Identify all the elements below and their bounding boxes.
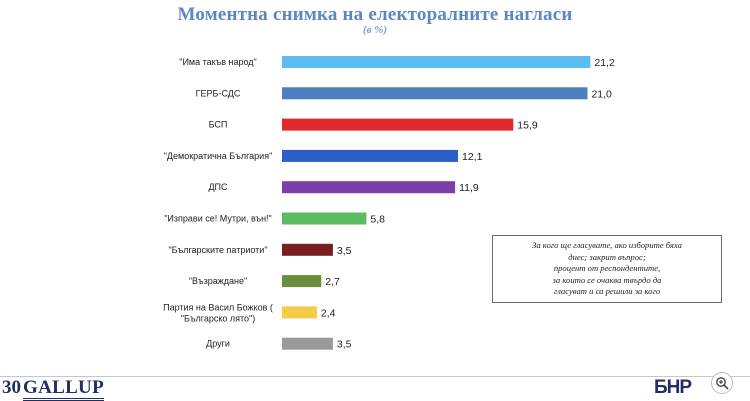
gallup-anniversary-number: 30 <box>2 377 21 398</box>
methodology-note: За кого ще гласувате, ако изборите бяха … <box>492 235 722 303</box>
bar <box>282 87 588 100</box>
bar <box>282 212 367 225</box>
note-line: за които се очаква твърдо да <box>552 274 662 285</box>
category-labels: "Има такъв народ" ГЕРБ-СДС БСП "Демократичн… <box>163 57 273 349</box>
bnr-logo: БНР <box>654 377 692 398</box>
bar <box>282 337 333 350</box>
category-label: Партия на Васил Божков ("Българско лято"… <box>163 302 273 323</box>
value-labels: 21,2 21,0 15,9 12,1 11,9 5,8 3,5 2,7 2,4 3,5 <box>321 57 615 351</box>
category-label: "Българските патриоти" <box>168 245 267 255</box>
value-label: 2,7 <box>325 276 340 288</box>
note-line: процент от респондентите, <box>553 263 661 273</box>
bars <box>282 56 591 350</box>
value-label: 3,5 <box>337 245 352 257</box>
value-label: 11,9 <box>459 182 479 194</box>
category-label: "Възраждане" <box>189 276 247 286</box>
zoom-in-icon <box>716 377 729 390</box>
category-label: БСП <box>209 120 228 130</box>
bar <box>282 56 591 68</box>
category-label: ДПС <box>208 182 228 192</box>
bar <box>282 275 322 288</box>
chart-title: Моментна снимка на електоралните нагласи <box>177 4 573 25</box>
chart-subtitle: (в %) <box>362 24 388 36</box>
gallup-wordmark: GALLUP <box>23 378 104 401</box>
bar-chart: "Има такъв народ" ГЕРБ-СДС БСП "Демократичн… <box>163 56 615 351</box>
bar <box>282 306 317 319</box>
bar <box>282 118 514 131</box>
value-label: 2,4 <box>321 307 336 319</box>
value-label: 3,5 <box>337 339 352 351</box>
value-label: 21,2 <box>594 57 615 69</box>
category-label: "Има такъв народ" <box>179 57 256 67</box>
note-line: гласуват и са решили за кого <box>553 286 661 296</box>
value-label: 12,1 <box>462 151 483 163</box>
value-label: 21,0 <box>591 88 612 100</box>
zoom-button[interactable] <box>711 372 733 394</box>
bar <box>282 243 333 256</box>
bar <box>282 181 456 194</box>
note-line: За кого ще гласувате, ако изборите бяха <box>532 240 682 250</box>
note-line: днес; закрит въпрос; <box>568 251 646 262</box>
value-label: 5,8 <box>370 214 385 226</box>
value-label: 15,9 <box>517 120 538 132</box>
category-label: Други <box>206 339 230 349</box>
gallup-logo: 30 GALLUP <box>2 377 104 401</box>
category-label: "Изправи се! Мутри, вън!" <box>164 214 272 224</box>
category-label: ГЕРБ-СДС <box>196 88 241 98</box>
bar <box>282 149 458 162</box>
category-label: "Демократична България" <box>164 151 273 161</box>
footer-divider <box>0 376 750 377</box>
